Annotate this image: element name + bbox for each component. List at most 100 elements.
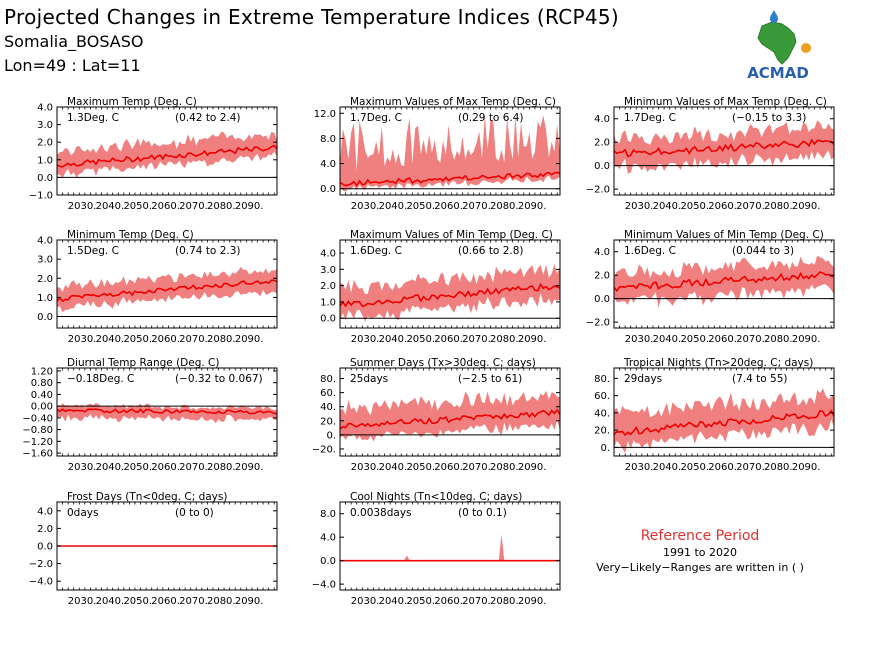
y-tick-label: 2.0 bbox=[37, 524, 53, 535]
x-tick-label: 2050. bbox=[680, 334, 709, 345]
x-tick-label: 2070. bbox=[736, 201, 765, 212]
y-tick-label: 1.0 bbox=[37, 155, 53, 166]
y-tick-label: 0.80 bbox=[31, 378, 53, 389]
x-tick-label: 2050. bbox=[680, 462, 709, 473]
y-tick-label: 4.0 bbox=[320, 249, 336, 260]
reference-period-box: Reference Period 1991 to 2020 Very−Likel… bbox=[580, 528, 820, 574]
y-tick-label: 0.40 bbox=[31, 390, 53, 401]
mean-change-label: 29days bbox=[624, 373, 662, 385]
spike-0 bbox=[404, 555, 410, 561]
plot-frame bbox=[339, 501, 561, 591]
plot-frame bbox=[339, 367, 561, 457]
x-tick-label: 2030. bbox=[68, 596, 97, 607]
plot-frame bbox=[56, 239, 278, 329]
plot-frame bbox=[56, 106, 278, 196]
x-tick-label: 2060. bbox=[151, 334, 180, 345]
y-tick-label: 0.0 bbox=[320, 556, 336, 567]
mean-change-label: 1.7Deg. C bbox=[624, 112, 676, 124]
x-tick-label: 2070. bbox=[179, 334, 208, 345]
y-tick-label: 80. bbox=[594, 374, 610, 385]
x-tick-label: 2040. bbox=[96, 201, 125, 212]
chart-title: Maximum Values of Max Temp (Deg. C) bbox=[350, 96, 556, 108]
chart-su: Summer Days (Tx>30deg. C; days) −20. 0. 20.… bbox=[312, 357, 561, 473]
chart-panel-tnmean: Minimum Temp (Deg. C) 0.0 1.0 2.0 3.0 4.0 2030… bbox=[0, 228, 278, 356]
sun-icon bbox=[801, 43, 811, 53]
x-tick-label: 2090. bbox=[235, 334, 264, 345]
likely-range-label: (0.044 to 3) bbox=[732, 245, 794, 257]
x-tick-label: 2050. bbox=[406, 462, 435, 473]
x-tick-label: 2050. bbox=[406, 334, 435, 345]
median-line bbox=[56, 144, 278, 168]
x-tick-label: 2060. bbox=[708, 462, 737, 473]
x-tick-label: 2040. bbox=[379, 596, 408, 607]
x-tick-label: 2030. bbox=[351, 334, 380, 345]
x-tick-label: 2040. bbox=[96, 334, 125, 345]
x-tick-label: 2050. bbox=[123, 201, 152, 212]
x-tick-label: 2060. bbox=[151, 596, 180, 607]
x-tick-label: 2070. bbox=[736, 462, 765, 473]
chart-panel-su: Summer Days (Tx>30deg. C; days) −20. 0. 20.… bbox=[283, 356, 561, 484]
reference-period-years: 1991 to 2020 bbox=[662, 546, 738, 559]
y-tick-label: 8.0 bbox=[320, 134, 336, 145]
x-tick-label: 2050. bbox=[406, 201, 435, 212]
median-line bbox=[339, 282, 561, 308]
x-tick-label: 2050. bbox=[123, 334, 152, 345]
plot-frame bbox=[613, 367, 835, 457]
x-tick-label: 2080. bbox=[490, 201, 519, 212]
chart-panel-tnx: Maximum Values of Min Temp (Deg. C) 0.0 1.… bbox=[283, 228, 561, 356]
chart-title: Cool Nights (Tn<10deg. C; days) bbox=[350, 491, 522, 503]
x-tick-label: 2090. bbox=[792, 462, 821, 473]
chart-tnmean: Minimum Temp (Deg. C) 0.0 1.0 2.0 3.0 4.0 2030… bbox=[37, 229, 278, 345]
x-tick-label: 2080. bbox=[207, 462, 236, 473]
chart-title: Minimum Values of Min Temp (Deg. C) bbox=[624, 229, 824, 241]
y-tick-label: 60. bbox=[594, 391, 610, 402]
chart-panel-dtr: Diurnal Temp Range (Deg. C) −1.60 −1.20 −0.… bbox=[0, 356, 278, 484]
likely-range-label: (−2.5 to 61) bbox=[458, 373, 522, 385]
likely-range-label: (0 to 0) bbox=[175, 507, 214, 519]
x-tick-label: 2090. bbox=[518, 596, 547, 607]
x-tick-label: 2050. bbox=[123, 462, 152, 473]
chart-txmean: Maximum Temp (Deg. C) −1.0 0.0 1.0 2.0 3.0 4.0… bbox=[29, 96, 278, 212]
uncertainty-band bbox=[57, 403, 277, 424]
acmad-logo: ACMAD bbox=[738, 8, 818, 84]
x-tick-label: 2090. bbox=[235, 201, 264, 212]
median-line bbox=[56, 279, 278, 303]
y-tick-label: 0.0 bbox=[37, 173, 53, 184]
y-tick-label: 8.0 bbox=[320, 509, 336, 520]
y-tick-label: −2.0 bbox=[586, 185, 610, 196]
x-tick-label: 2030. bbox=[351, 201, 380, 212]
uncertainty-band bbox=[614, 388, 834, 453]
mean-change-label: 1.7Deg. C bbox=[350, 112, 402, 124]
x-tick-label: 2060. bbox=[708, 334, 737, 345]
y-tick-label: 1.20 bbox=[31, 366, 53, 377]
likely-range-label: (0.42 to 2.4) bbox=[175, 112, 241, 124]
page-title: Projected Changes in Extreme Temperature… bbox=[4, 5, 620, 29]
x-tick-label: 2080. bbox=[207, 334, 236, 345]
x-tick-label: 2080. bbox=[490, 596, 519, 607]
mean-change-label: 25days bbox=[350, 373, 388, 385]
chart-title: Frost Days (Tn<0deg. C; days) bbox=[67, 491, 227, 503]
reference-period-title: Reference Period bbox=[640, 528, 760, 544]
x-tick-label: 2070. bbox=[179, 201, 208, 212]
x-tick-label: 2090. bbox=[518, 201, 547, 212]
y-tick-label: 20. bbox=[320, 416, 336, 427]
y-tick-label: −2.0 bbox=[29, 559, 53, 570]
y-tick-label: 1.0 bbox=[37, 293, 53, 304]
plot-frame bbox=[339, 106, 561, 196]
x-tick-label: 2090. bbox=[792, 334, 821, 345]
uncertainty-band bbox=[614, 255, 834, 308]
chart-panel-tnn: Minimum Values of Min Temp (Deg. C) −2.0 0… bbox=[557, 228, 835, 356]
y-tick-label: 4.0 bbox=[594, 247, 610, 258]
median-line bbox=[56, 408, 277, 415]
x-tick-label: 2050. bbox=[680, 201, 709, 212]
chart-dtr: Diurnal Temp Range (Deg. C)−1.60−1.20−0.… bbox=[22, 357, 278, 473]
likely-range-label: (0.29 to 6.4) bbox=[458, 112, 524, 124]
y-tick-label: −1.60 bbox=[22, 449, 53, 460]
uncertainty-band bbox=[340, 115, 560, 192]
x-tick-label: 2070. bbox=[736, 334, 765, 345]
y-tick-label: 0.0 bbox=[320, 184, 336, 195]
y-tick-label: 3.0 bbox=[320, 265, 336, 276]
y-tick-label: 60. bbox=[320, 388, 336, 399]
likely-range-label: (7.4 to 55) bbox=[732, 373, 787, 385]
chart-fd: Frost Days (Tn<0deg. C; days) −4.0 −2.0 0.0… bbox=[29, 491, 278, 607]
